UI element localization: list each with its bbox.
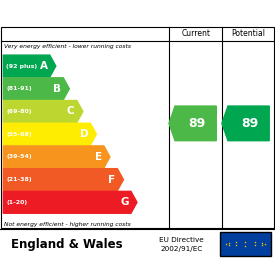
Text: (92 plus): (92 plus) <box>6 63 37 69</box>
Text: Not energy efficient - higher running costs: Not energy efficient - higher running co… <box>4 222 131 227</box>
Text: EU Directive: EU Directive <box>159 237 204 243</box>
Polygon shape <box>222 106 269 141</box>
Text: (39-54): (39-54) <box>6 154 32 159</box>
Text: G: G <box>120 197 129 207</box>
Text: England & Wales: England & Wales <box>11 238 123 251</box>
Text: 2002/91/EC: 2002/91/EC <box>160 246 203 252</box>
Text: (55-68): (55-68) <box>6 132 32 137</box>
Text: Very energy efficient - lower running costs: Very energy efficient - lower running co… <box>4 44 131 50</box>
Text: (81-91): (81-91) <box>6 86 32 91</box>
Polygon shape <box>3 101 83 122</box>
Text: C: C <box>67 107 75 116</box>
Polygon shape <box>3 78 69 100</box>
Text: 89: 89 <box>188 117 206 130</box>
Text: F: F <box>108 175 115 185</box>
Text: (69-80): (69-80) <box>6 109 32 114</box>
Polygon shape <box>169 106 216 141</box>
Polygon shape <box>3 191 137 213</box>
FancyBboxPatch shape <box>220 232 271 256</box>
Text: (1-20): (1-20) <box>6 200 27 205</box>
Polygon shape <box>3 169 123 191</box>
Text: B: B <box>53 84 61 94</box>
Text: A: A <box>40 61 48 71</box>
Text: D: D <box>79 129 88 139</box>
Text: (21-38): (21-38) <box>6 177 32 182</box>
Text: Energy Efficiency Rating: Energy Efficiency Rating <box>8 6 192 19</box>
Text: 89: 89 <box>241 117 258 130</box>
Polygon shape <box>3 146 110 168</box>
Text: Current: Current <box>181 29 210 38</box>
Polygon shape <box>3 123 97 145</box>
Polygon shape <box>3 55 56 77</box>
Text: Potential: Potential <box>231 29 265 38</box>
Text: E: E <box>95 152 102 162</box>
